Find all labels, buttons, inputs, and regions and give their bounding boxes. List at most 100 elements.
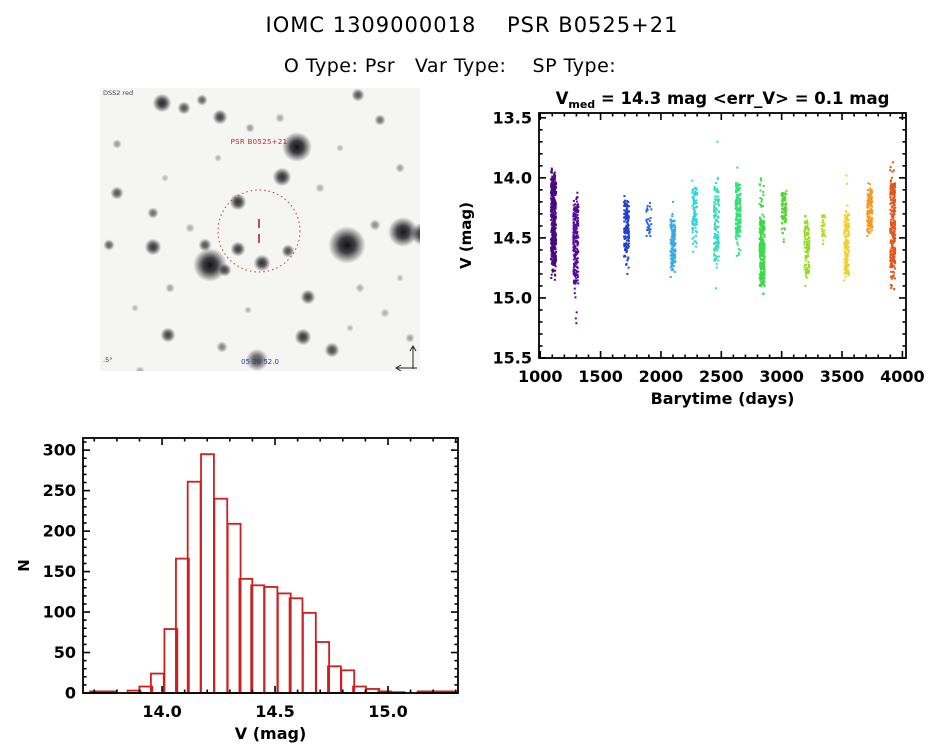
star (131, 304, 139, 312)
lc-band (712, 140, 720, 290)
target-label: PSR B0525+21 (230, 138, 288, 146)
lc-band (549, 167, 558, 281)
lc-band (691, 179, 699, 253)
survey-label: DSS2 red (103, 89, 134, 97)
svg-text:300: 300 (43, 441, 76, 460)
svg-text:50: 50 (54, 643, 76, 662)
tick-labels: 1000 1500 2000 2500 3000 3500 4000 13.5 14.0 14.5… (493, 108, 925, 386)
star (214, 154, 222, 162)
star (281, 131, 313, 163)
star (324, 342, 340, 358)
star (103, 239, 115, 251)
svg-text:2500: 2500 (699, 367, 744, 386)
svg-text:1000: 1000 (518, 367, 563, 386)
lc-band (645, 201, 653, 237)
y-axis-label: N (15, 559, 33, 572)
y-axis-label: V (mag) (457, 202, 475, 269)
lc-band (623, 195, 631, 275)
page-subtitle: O Type: Psr Var Type: SP Type: (283, 55, 617, 77)
svg-text:14.0: 14.0 (142, 702, 181, 721)
svg-text:15.0: 15.0 (493, 288, 532, 307)
star (395, 163, 405, 173)
svg-text:0: 0 (65, 684, 76, 703)
lc-band (803, 214, 811, 287)
histogram-bar (213, 497, 229, 694)
page-title: IOMC 1309000018 PSR B0525+21 (265, 13, 679, 37)
star (346, 324, 354, 332)
lc-band (669, 200, 677, 278)
star (110, 186, 124, 200)
svg-text:150: 150 (43, 562, 76, 581)
star (369, 219, 381, 231)
star (315, 183, 325, 193)
star (185, 223, 195, 233)
histogram-bar (302, 611, 317, 694)
svg-text:250: 250 (43, 481, 76, 500)
ticks (83, 438, 458, 694)
star (253, 254, 271, 272)
star (212, 109, 228, 125)
lc-points (549, 140, 897, 325)
star (300, 289, 316, 305)
svg-text:14.5: 14.5 (255, 702, 294, 721)
tick-labels: 14.0 14.5 15.0 0 50 100 150 200 250 300 (43, 441, 408, 721)
aperture-circle (217, 189, 301, 273)
x-axis-label: Barytime (days) (651, 389, 795, 408)
ticks (539, 113, 906, 359)
svg-text:15.0: 15.0 (368, 702, 407, 721)
star (161, 174, 169, 182)
star (152, 93, 172, 113)
star (216, 341, 228, 353)
star (355, 283, 365, 293)
finder-overlay (217, 189, 417, 371)
histogram-bars (89, 453, 457, 694)
star (244, 306, 252, 314)
star (327, 225, 367, 265)
histogram-bar (200, 453, 215, 694)
star (144, 238, 162, 256)
lc-band (780, 189, 788, 244)
compass-icon (395, 345, 417, 371)
star (336, 144, 344, 152)
lc-band (820, 214, 827, 245)
star (198, 238, 212, 252)
star (380, 308, 390, 318)
star (351, 88, 365, 102)
x-axis-label: V (mag) (235, 724, 307, 743)
lc-band (758, 177, 766, 296)
lc-band (889, 161, 897, 291)
star (112, 139, 122, 149)
star (374, 114, 386, 126)
lc-band (734, 166, 742, 257)
light-curve-chart: 1000 1500 2000 2500 3000 3500 4000 13.5 14.0 14.5… (457, 89, 925, 408)
histogram-bar (263, 586, 279, 694)
finding-chart: DSS2 red PSR B0525+21 .5° 05 28 52.0 (100, 88, 420, 371)
histogram-chart: 14.0 14.5 15.0 0 50 100 150 200 250 300 V (mag) N (15, 437, 459, 743)
star (410, 222, 420, 246)
svg-text:1500: 1500 (578, 367, 623, 386)
star (160, 327, 176, 343)
star (405, 333, 415, 343)
star (229, 193, 247, 211)
svg-text:100: 100 (43, 603, 76, 622)
star (135, 366, 145, 371)
lc-title: Vmed = 14.3 mag <err_V> = 0.1 mag (556, 89, 890, 111)
lc-band (843, 174, 851, 282)
axes (538, 112, 907, 359)
star (196, 94, 208, 106)
coord-label: 05 28 52.0 (241, 358, 279, 366)
scale-label: .5° (103, 356, 113, 364)
svg-text:14.0: 14.0 (493, 168, 532, 187)
star (294, 328, 312, 346)
star (165, 283, 175, 293)
star (218, 263, 232, 277)
lc-band (572, 191, 580, 325)
svg-text:13.5: 13.5 (493, 108, 532, 127)
star (245, 123, 255, 133)
svg-text:200: 200 (43, 522, 76, 541)
lc-band (866, 182, 874, 237)
star (230, 241, 246, 257)
star (275, 113, 285, 123)
star (281, 244, 295, 258)
